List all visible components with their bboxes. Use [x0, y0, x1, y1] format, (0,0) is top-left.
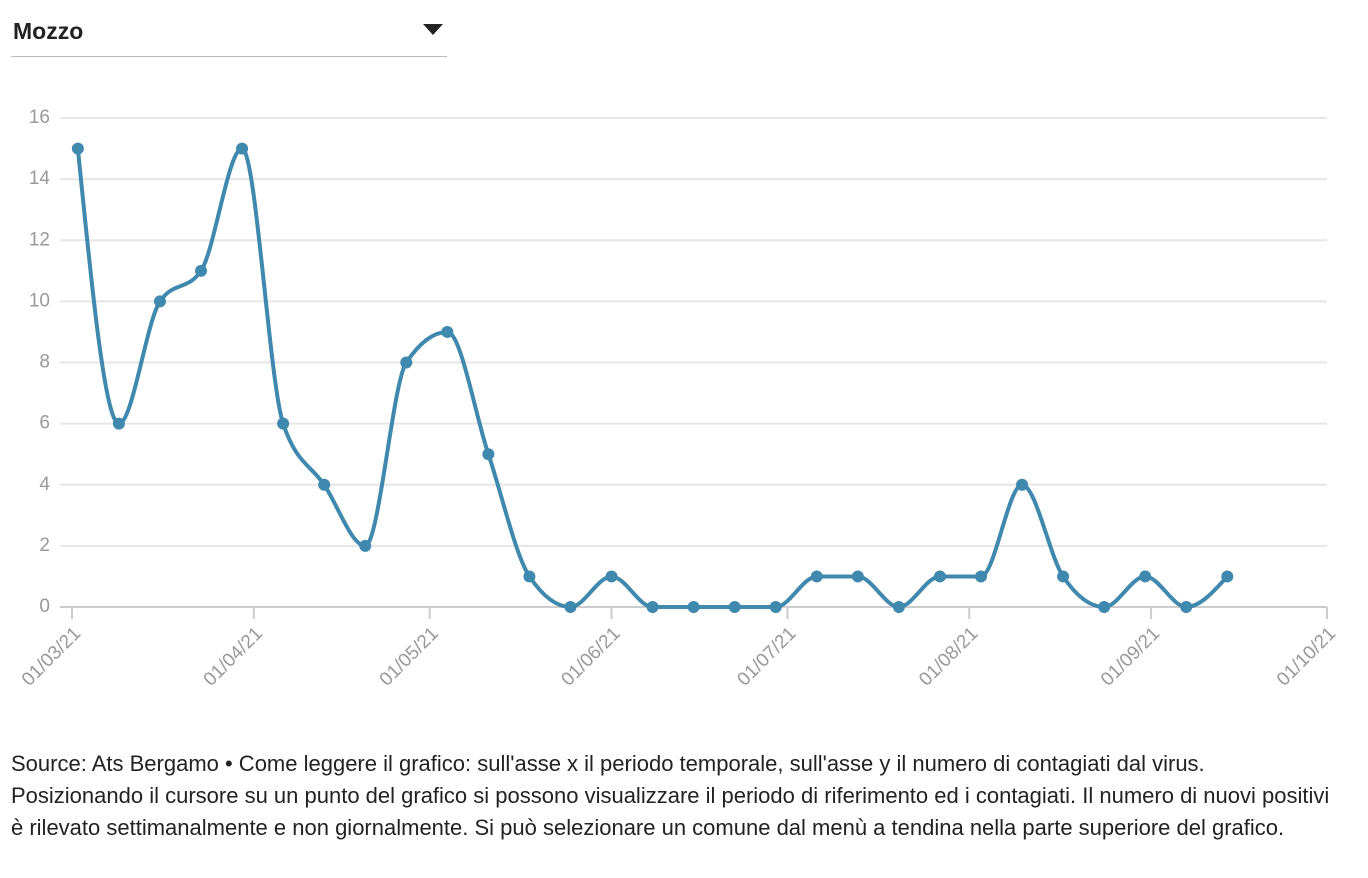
x-tick-label: 01/04/21: [200, 623, 267, 690]
x-tick-label: 01/07/21: [733, 623, 800, 690]
dropdown-arrow: [423, 24, 443, 35]
data-point: [564, 601, 577, 613]
y-tick-label: 16: [29, 107, 50, 128]
source-note: Source: Ats Bergamo • Come leggere il gr…: [11, 751, 1330, 840]
data-point: [1098, 601, 1111, 613]
y-tick-label: 10: [29, 290, 50, 311]
dropdown-label: Mozzo: [13, 18, 84, 44]
y-tick-label: 4: [39, 474, 50, 495]
data-point: [1221, 570, 1234, 583]
x-tick-label: 01/05/21: [376, 623, 443, 690]
data-point: [851, 570, 864, 583]
chart: 0 2 4 6 8 10 12 14 16 01/03/21 01/04/21 01/05/21 01/…: [18, 107, 1340, 690]
x-tick-label: 01/10/21: [1273, 623, 1340, 690]
x-tick-label: 01/08/21: [915, 623, 982, 690]
data-point: [728, 601, 741, 613]
data-point: [482, 448, 495, 461]
y-tick-label: 14: [29, 168, 51, 189]
data-point: [318, 478, 331, 491]
data-point: [605, 570, 618, 583]
x-tick-label: 01/06/21: [557, 623, 624, 690]
x-tick-label: 01/03/21: [18, 623, 85, 690]
data-point: [195, 264, 208, 277]
data-point: [1057, 570, 1070, 583]
data-point: [687, 601, 700, 613]
data-point: [646, 601, 659, 613]
y-tick-label: 2: [39, 535, 50, 556]
data-point: [441, 325, 454, 338]
x-tick-label: 01/09/21: [1097, 623, 1164, 690]
data-point: [71, 142, 84, 155]
data-point: [1139, 570, 1152, 583]
data-point: [523, 570, 536, 583]
data-point: [112, 417, 125, 430]
data-point: [359, 539, 372, 552]
data-point: [810, 570, 823, 583]
y-tick-label: 0: [39, 596, 50, 617]
data-point: [933, 570, 946, 583]
y-tick-label: 8: [39, 352, 50, 373]
data-point: [153, 295, 166, 308]
data-point: [236, 142, 249, 155]
dropdown[interactable]: Mozzo: [11, 12, 447, 57]
series-line: [75, 146, 1229, 609]
data-point: [1016, 478, 1029, 491]
data-point: [1180, 601, 1193, 613]
data-point: [400, 356, 413, 369]
y-tick-label: 6: [39, 413, 50, 434]
data-point: [892, 601, 905, 613]
data-point: [974, 570, 987, 583]
data-point: [769, 601, 782, 613]
y-tick-label: 12: [29, 229, 50, 250]
data-point: [277, 417, 290, 430]
